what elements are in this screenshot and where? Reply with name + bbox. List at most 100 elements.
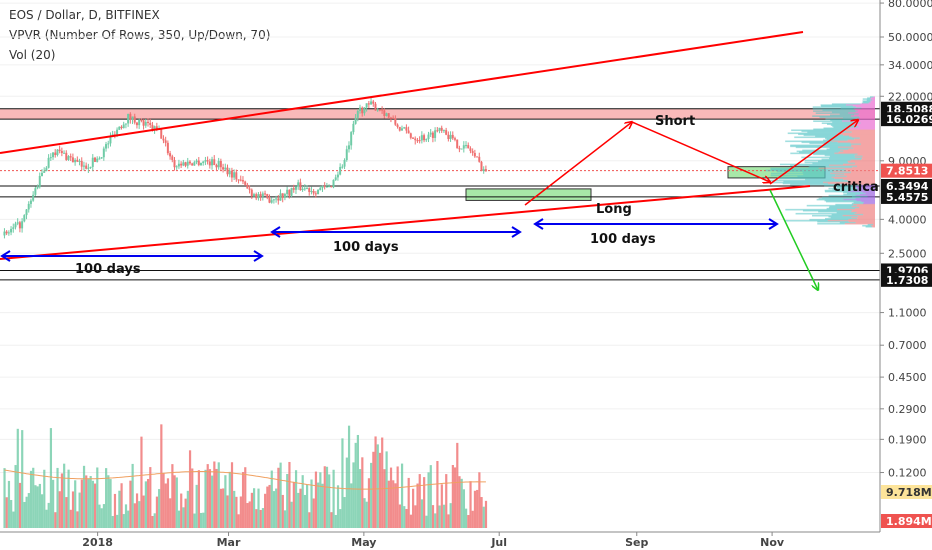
- candle-body: [253, 194, 256, 197]
- vpvr-down-row: [855, 197, 875, 200]
- volume-bar: [416, 483, 419, 528]
- candle-body: [456, 139, 459, 149]
- volume-bar: [356, 434, 360, 528]
- vpvr-up-row: [818, 197, 856, 200]
- level-badge-1-bg: [881, 112, 932, 127]
- vpvr-down-row: [843, 198, 875, 201]
- y-tick-5: 4.0000: [888, 213, 927, 226]
- candle-body: [29, 200, 32, 204]
- candle-body: [372, 101, 375, 104]
- candle-body: [202, 161, 205, 163]
- volume-bar: [36, 486, 39, 528]
- vpvr-down-row: [851, 144, 875, 147]
- volume-legend: Vol (20): [9, 48, 56, 62]
- candle-body: [297, 182, 300, 187]
- volume-bar: [442, 504, 446, 528]
- volume-bar: [85, 475, 88, 528]
- vpvr-down-row: [840, 149, 875, 152]
- candle-body: [376, 109, 379, 111]
- vpvr-up-row: [825, 118, 856, 120]
- volume-bar: [299, 488, 302, 528]
- candle-body: [460, 148, 463, 150]
- candle-body: [294, 186, 297, 190]
- candle-body: [465, 145, 468, 147]
- level-badge-2-bg: [881, 178, 932, 193]
- x-tick-5: Nov: [760, 536, 785, 549]
- volume-bar: [16, 428, 19, 528]
- volume-bar: [222, 488, 225, 528]
- vpvr-up-row: [826, 148, 849, 151]
- volume-bar: [14, 465, 17, 528]
- candle-body: [292, 188, 295, 190]
- vpvr-down-row: [858, 206, 875, 209]
- vpvr-down-row: [852, 105, 875, 107]
- candle-body: [434, 130, 437, 138]
- volume-bar: [261, 508, 265, 528]
- candle-body: [211, 159, 214, 166]
- volume-bar: [301, 475, 304, 528]
- candle-body: [279, 193, 282, 201]
- vpvr-down-row: [823, 181, 875, 184]
- candle-body: [255, 194, 258, 199]
- vpvr-down-row: [838, 151, 875, 154]
- candle-body: [332, 179, 335, 188]
- volume-bar: [177, 510, 181, 528]
- vpvr-up-row: [828, 187, 857, 190]
- candle-body: [25, 209, 28, 216]
- volume-bar: [354, 442, 357, 528]
- volume-bar: [116, 514, 119, 528]
- candle-body: [343, 160, 346, 167]
- volume-bar: [385, 451, 388, 528]
- candle-body: [18, 222, 21, 229]
- volume-bar: [109, 479, 112, 528]
- candle-body: [330, 186, 333, 188]
- range-arrow-2: [270, 226, 522, 238]
- vpvr-down-row: [859, 116, 875, 118]
- candle-body: [268, 197, 271, 203]
- volume-bar: [173, 475, 176, 528]
- vpvr-up-row: [865, 225, 873, 228]
- volume-bar: [255, 509, 258, 528]
- vpvr-up-row: [824, 189, 853, 192]
- candle-body: [306, 188, 309, 190]
- vpvr-up-row: [779, 163, 844, 166]
- candle-body: [34, 188, 37, 195]
- volume-bar: [34, 485, 37, 528]
- volume-bar: [38, 483, 41, 528]
- vpvr-down-row: [844, 129, 875, 132]
- volume-bar: [325, 466, 329, 528]
- short-label: Short: [655, 114, 695, 129]
- volume-bar: [400, 463, 404, 528]
- vpvr-up-row: [819, 116, 860, 118]
- volume-bar: [376, 444, 379, 528]
- candle-body: [47, 157, 50, 168]
- vpvr-up-row: [812, 108, 854, 110]
- candle-body: [71, 157, 74, 163]
- vpvr-up-row: [770, 167, 819, 170]
- volume-bar: [398, 504, 401, 528]
- vpvr-down-row: [859, 193, 875, 196]
- candle-body: [423, 135, 426, 141]
- vpvr-down-row: [860, 196, 875, 199]
- vpvr-up-row: [869, 96, 874, 98]
- vpvr-down-row: [871, 97, 875, 99]
- candle-body: [248, 188, 251, 190]
- candle-body: [440, 127, 443, 131]
- candle-body: [321, 185, 324, 188]
- volume-bar: [246, 503, 249, 528]
- vpvr-down-row: [848, 161, 875, 164]
- volume-bar: [180, 493, 183, 528]
- long-label: Long: [596, 202, 632, 217]
- vpvr-down-row: [842, 183, 875, 186]
- candle-body: [299, 182, 302, 191]
- volume-bar: [40, 494, 44, 528]
- vpvr-up-row: [823, 139, 848, 142]
- candle-body: [206, 160, 209, 162]
- vpvr-up-row: [778, 177, 835, 180]
- candle-body: [356, 110, 359, 118]
- volume-bar: [478, 472, 481, 528]
- vpvr-up-row: [826, 138, 855, 141]
- volume-bar: [425, 515, 428, 528]
- candle-body: [385, 113, 388, 116]
